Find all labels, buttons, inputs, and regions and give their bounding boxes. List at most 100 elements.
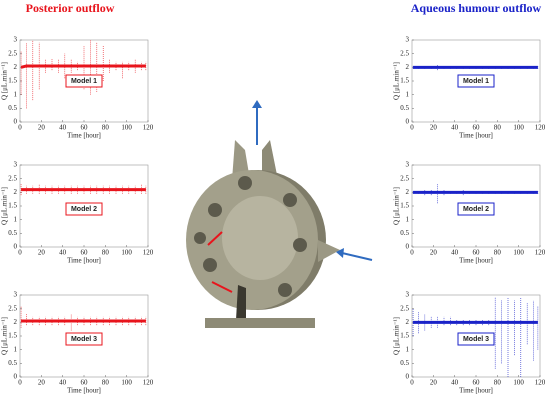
x-tick-label: 100 — [121, 124, 132, 132]
y-tick-label: 2.5 — [8, 174, 17, 182]
annotation-box — [65, 74, 103, 88]
annotation-box — [65, 332, 103, 346]
y-tick-label: 3 — [406, 36, 410, 44]
x-axis-label: Time [hour] — [67, 132, 101, 140]
heading-right: Aqueous humour outflow — [411, 1, 542, 15]
x-tick-label: 20 — [430, 124, 438, 132]
x-tick-label: 80 — [102, 124, 110, 132]
y-tick-label: 2 — [406, 63, 410, 71]
y-tick-label: 1.5 — [400, 332, 409, 340]
x-tick-label: 40 — [451, 124, 459, 132]
y-tick-label: 2 — [14, 318, 18, 326]
annotation-box — [457, 332, 495, 346]
y-tick-label: 0.5 — [8, 359, 17, 367]
annotation-box — [457, 202, 495, 216]
y-tick-label: 2.5 — [400, 304, 409, 312]
x-tick-label: 20 — [430, 249, 438, 257]
x-tick-label: 0 — [18, 124, 22, 132]
y-tick-label: 1 — [406, 345, 410, 353]
x-tick-label: 0 — [410, 249, 414, 257]
y-tick-label: 1.5 — [400, 202, 409, 210]
y-tick-label: 1.5 — [8, 77, 17, 85]
annotation: Model 1 — [463, 78, 489, 85]
x-tick-label: 60 — [473, 379, 481, 387]
x-tick-label: 100 — [513, 379, 524, 387]
x-tick-label: 120 — [535, 379, 546, 387]
x-tick-label: 80 — [494, 379, 502, 387]
annotation-box — [65, 202, 103, 216]
x-tick-label: 40 — [59, 124, 67, 132]
y-tick-label: 0.5 — [400, 229, 409, 237]
annotation-box — [457, 74, 495, 88]
x-tick-label: 60 — [81, 379, 89, 387]
x-tick-label: 120 — [535, 249, 546, 257]
y-tick-label: 0 — [406, 373, 410, 381]
x-tick-label: 40 — [59, 379, 67, 387]
y-tick-label: 3 — [406, 291, 410, 299]
x-tick-label: 0 — [18, 249, 22, 257]
y-tick-label: 2 — [406, 318, 410, 326]
y-axis-label: Q [μL.min⁻¹] — [393, 62, 401, 100]
y-tick-label: 1 — [14, 345, 18, 353]
x-axis-label: Time [hour] — [67, 257, 101, 265]
y-tick-label: 1.5 — [8, 332, 17, 340]
x-tick-label: 20 — [38, 379, 46, 387]
y-tick-label: 0 — [14, 243, 18, 251]
x-axis-label: Time [hour] — [67, 387, 101, 395]
y-tick-label: 0 — [406, 243, 410, 251]
x-tick-label: 60 — [81, 249, 89, 257]
y-tick-label: 0 — [14, 373, 18, 381]
annotation: Model 2 — [463, 206, 489, 213]
y-tick-label: 3 — [14, 291, 18, 299]
y-tick-label: 0.5 — [8, 104, 17, 112]
x-tick-label: 0 — [410, 379, 414, 387]
x-axis-label: Time [hour] — [459, 132, 493, 140]
y-tick-label: 3 — [14, 161, 18, 169]
y-axis-label: Q [μL.min⁻¹] — [1, 187, 9, 225]
annotation: Model 2 — [71, 206, 97, 213]
y-tick-label: 0.5 — [8, 229, 17, 237]
y-tick-label: 1 — [14, 90, 18, 98]
device-illustration — [186, 100, 373, 328]
y-axis-label: Q [μL.min⁻¹] — [393, 187, 401, 225]
x-tick-label: 80 — [494, 124, 502, 132]
x-tick-label: 120 — [143, 249, 154, 257]
y-tick-label: 0.5 — [400, 104, 409, 112]
flow-line — [20, 64, 146, 69]
heading-left: Posterior outflow — [26, 1, 115, 15]
y-tick-label: 0 — [406, 118, 410, 126]
x-tick-label: 100 — [513, 124, 524, 132]
y-tick-label: 2.5 — [400, 49, 409, 57]
y-tick-label: 3 — [406, 161, 410, 169]
x-tick-label: 60 — [81, 124, 89, 132]
x-tick-label: 80 — [494, 249, 502, 257]
y-tick-label: 3 — [14, 36, 18, 44]
y-tick-label: 1 — [14, 215, 18, 223]
y-tick-label: 2 — [14, 188, 18, 196]
y-tick-label: 2 — [14, 63, 18, 71]
x-axis-label: Time [hour] — [459, 257, 493, 265]
x-tick-label: 80 — [102, 379, 110, 387]
x-tick-label: 20 — [38, 249, 46, 257]
y-tick-label: 2 — [406, 188, 410, 196]
y-tick-label: 0 — [14, 118, 18, 126]
y-tick-label: 1.5 — [8, 202, 17, 210]
annotation: Model 3 — [71, 336, 97, 343]
y-tick-label: 2.5 — [8, 304, 17, 312]
x-tick-label: 120 — [143, 124, 154, 132]
x-tick-label: 100 — [121, 249, 132, 257]
x-tick-label: 40 — [451, 249, 459, 257]
x-tick-label: 60 — [473, 249, 481, 257]
y-tick-label: 2.5 — [8, 49, 17, 57]
y-tick-label: 1.5 — [400, 77, 409, 85]
x-tick-label: 0 — [410, 124, 414, 132]
y-tick-label: 1 — [406, 90, 410, 98]
x-axis-label: Time [hour] — [459, 387, 493, 395]
x-tick-label: 40 — [59, 249, 67, 257]
x-tick-label: 80 — [102, 249, 110, 257]
x-tick-label: 20 — [38, 124, 46, 132]
x-tick-label: 40 — [451, 379, 459, 387]
x-tick-label: 120 — [535, 124, 546, 132]
y-tick-label: 1 — [406, 215, 410, 223]
